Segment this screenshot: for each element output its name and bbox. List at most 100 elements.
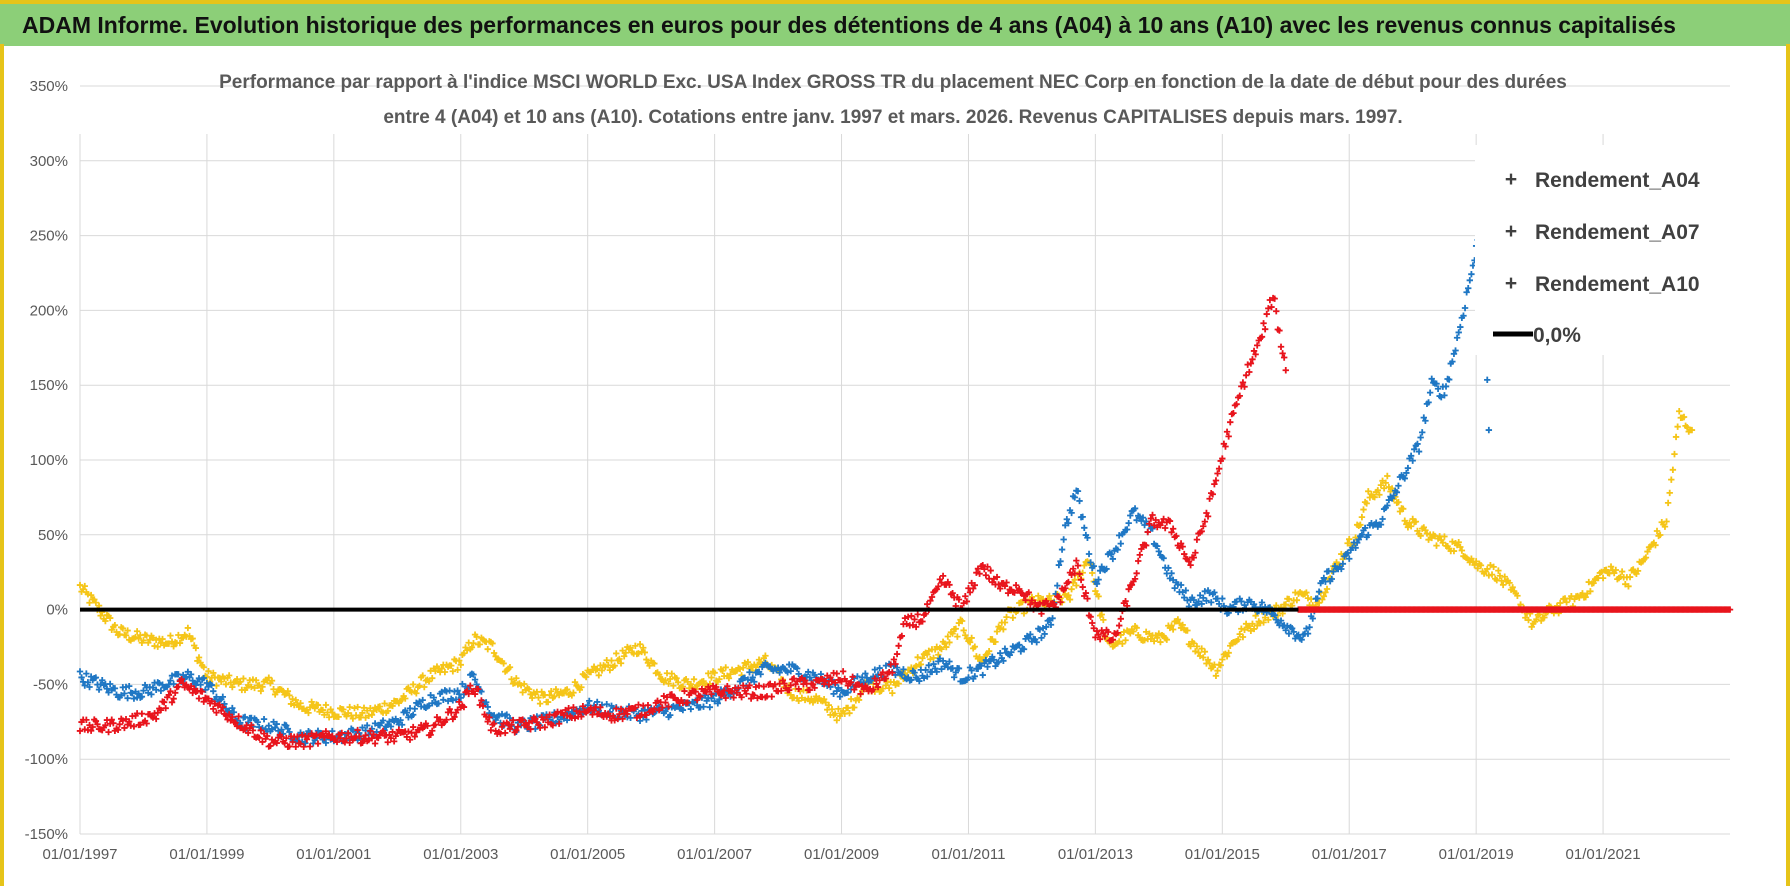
chart-title-line1: Performance par rapport à l'indice MSCI … — [219, 72, 1567, 93]
data-point — [982, 572, 990, 579]
data-point — [184, 624, 192, 632]
data-point — [1323, 585, 1331, 593]
legend-label-a04: Rendement_A04 — [1535, 169, 1700, 192]
data-point — [643, 656, 650, 663]
data-point — [984, 563, 991, 570]
data-point — [551, 693, 558, 700]
data-point — [1081, 562, 1088, 569]
data-point — [306, 743, 314, 750]
x-tick-label: 01/01/2019 — [1439, 846, 1514, 863]
data-point — [275, 727, 282, 735]
data-point — [297, 700, 304, 707]
data-point — [1027, 601, 1034, 608]
data-point — [1666, 489, 1673, 497]
data-point — [924, 651, 931, 658]
data-point — [1168, 570, 1175, 577]
data-point — [241, 725, 249, 733]
data-point — [237, 678, 244, 686]
data-point — [749, 674, 756, 681]
data-point — [1190, 554, 1197, 561]
data-point — [484, 645, 491, 653]
data-point — [362, 732, 369, 739]
data-point — [86, 683, 93, 691]
data-point — [1071, 576, 1078, 583]
data-point — [871, 675, 879, 682]
data-point — [1458, 547, 1466, 554]
data-point — [218, 678, 225, 685]
data-point — [484, 703, 491, 711]
data-point — [84, 590, 92, 598]
data-point — [1060, 536, 1067, 543]
legend-marker-a07: + — [1505, 220, 1517, 243]
data-point — [1672, 433, 1680, 441]
y-tick-label: 250% — [30, 228, 68, 245]
data-point — [966, 589, 974, 596]
data-point — [489, 640, 496, 647]
data-point — [1219, 595, 1226, 602]
data-point — [705, 670, 712, 677]
data-point — [578, 684, 585, 691]
data-point — [1192, 648, 1199, 655]
data-point — [979, 671, 986, 679]
data-point — [552, 686, 560, 693]
data-point — [111, 685, 119, 692]
data-point — [606, 666, 614, 674]
data-point — [1077, 576, 1085, 584]
data-point — [78, 674, 85, 681]
data-point — [536, 700, 544, 707]
data-point — [1442, 383, 1450, 390]
data-point — [962, 632, 969, 639]
data-point — [1131, 505, 1139, 512]
data-point — [1095, 631, 1102, 639]
data-point — [384, 707, 391, 715]
data-point — [138, 693, 146, 700]
y-tick-label: 200% — [30, 302, 68, 319]
data-point — [416, 682, 423, 690]
data-point — [760, 683, 767, 690]
data-point — [787, 682, 794, 689]
data-point — [1441, 392, 1448, 399]
data-point — [1563, 599, 1570, 606]
data-point — [200, 664, 207, 671]
data-point — [1103, 565, 1110, 573]
data-point — [914, 611, 921, 618]
data-point — [1089, 619, 1096, 627]
data-point — [521, 680, 528, 688]
data-point — [801, 677, 809, 684]
data-point — [762, 652, 769, 659]
data-point — [1346, 555, 1353, 562]
data-point — [1258, 333, 1266, 340]
data-point — [1465, 285, 1472, 292]
data-point — [1225, 649, 1232, 657]
data-point — [787, 667, 794, 675]
data-point — [354, 703, 361, 711]
data-point — [1076, 497, 1083, 505]
data-point — [1261, 325, 1269, 333]
data-point — [398, 721, 406, 728]
data-point — [501, 729, 509, 737]
data-point — [257, 687, 265, 695]
data-point — [995, 658, 1002, 666]
data-point — [597, 704, 604, 711]
data-point — [1222, 443, 1229, 450]
data-point — [795, 670, 802, 678]
data-point — [632, 642, 639, 650]
data-point — [768, 693, 775, 700]
legend-marker-a10: + — [1505, 272, 1517, 295]
data-point — [1192, 549, 1199, 556]
data-point — [397, 716, 404, 724]
data-point — [519, 716, 526, 723]
data-point — [674, 679, 682, 686]
data-point — [1076, 570, 1083, 578]
data-point — [478, 697, 485, 704]
data-point — [344, 730, 352, 737]
data-point — [1098, 611, 1105, 618]
data-point — [795, 685, 802, 693]
data-point — [1320, 574, 1328, 582]
data-point — [619, 715, 626, 723]
data-point — [1046, 592, 1053, 600]
data-point — [1214, 667, 1221, 674]
data-point — [189, 635, 196, 642]
data-point — [264, 732, 271, 740]
